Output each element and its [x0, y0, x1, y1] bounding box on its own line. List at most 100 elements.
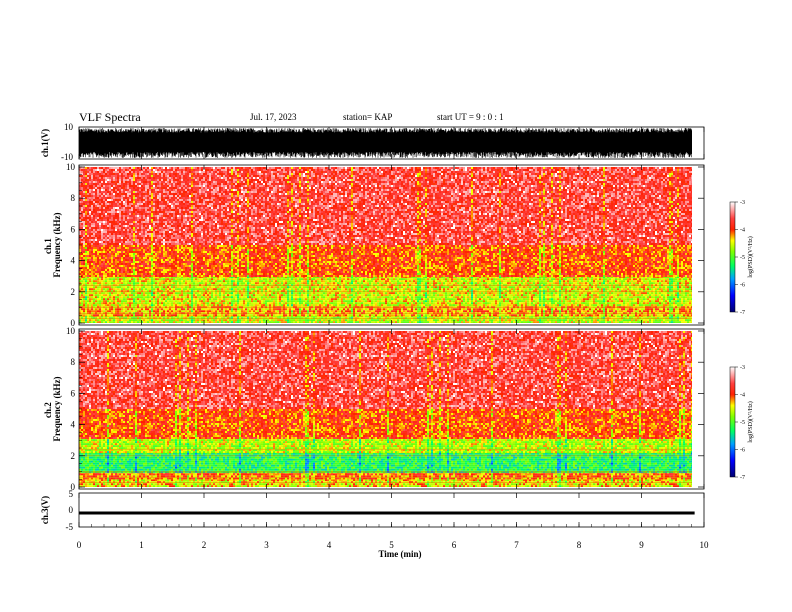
spectrogram-cell: [97, 269, 99, 271]
spectrogram-cell: [103, 187, 105, 189]
spectrogram-cell: [85, 263, 87, 265]
ch1-waveform-trace: [79, 128, 695, 158]
spectrogram-cell: [101, 169, 103, 171]
spectrogram-cell: [105, 219, 107, 221]
spectrogram-cell: [101, 302, 103, 304]
spectrogram-cell: [89, 195, 91, 197]
spectrogram-cell: [99, 177, 101, 179]
spectrogram-cell: [87, 292, 89, 294]
spectrogram-cell: [91, 221, 93, 223]
spectrogram-cell: [109, 201, 111, 203]
spectrogram-cell: [105, 298, 107, 300]
spectrogram-cell: [87, 229, 89, 231]
spectrogram-cell: [105, 319, 107, 321]
spectrogram-cell: [97, 225, 99, 227]
spectrogram-cell: [95, 223, 97, 225]
vlf-spectra-figure: 10 -10 ch.1(V) 0246810 ch.1 Frequency (k…: [0, 0, 792, 612]
spectrogram-cell: [87, 191, 89, 193]
spectrogram-cell: [87, 215, 89, 217]
spectrogram-cell: [89, 183, 91, 185]
spectrogram-cell: [93, 177, 95, 179]
spectrogram-cell: [99, 269, 101, 271]
spectrogram-cell: [83, 221, 85, 223]
spectrogram-cell: [103, 215, 105, 217]
spectrogram-cell: [93, 239, 95, 241]
spectrogram-cell: [103, 177, 105, 179]
spectrogram-cell: [99, 197, 101, 199]
spectrogram-cell: [87, 286, 89, 288]
spectrogram-cell: [101, 292, 103, 294]
spectrogram-cell: [109, 177, 111, 179]
spectrogram-cell: [81, 312, 83, 314]
spectrogram-cell: [105, 217, 107, 219]
spectrogram-cell: [101, 241, 103, 243]
spectrogram-cell: [91, 227, 93, 229]
spectrogram-cell: [95, 219, 97, 221]
spectrogram-cell: [95, 308, 97, 310]
spectrogram-cell: [93, 217, 95, 219]
spectrogram-cell: [109, 261, 111, 263]
spectrogram-cell: [81, 223, 83, 225]
spectrogram-cell: [97, 237, 99, 239]
spectrogram-cell: [87, 249, 89, 251]
spectrogram-cell: [111, 286, 113, 288]
spectrogram-cell: [87, 231, 89, 233]
spectrogram-cell: [83, 286, 85, 288]
spectrogram-cell: [91, 177, 93, 179]
spectrogram-cell: [93, 243, 95, 245]
spectrogram-cell: [93, 229, 95, 231]
spectrogram-cell: [103, 211, 105, 213]
spectrogram-cell: [85, 273, 87, 275]
spectrogram-cell: [85, 203, 87, 205]
spectrogram-cell: [81, 273, 83, 275]
spectrogram-cell: [83, 294, 85, 296]
spectrogram-cell: [101, 205, 103, 207]
spectrogram-cell: [109, 257, 111, 259]
spectrogram-cell: [97, 239, 99, 241]
spectrogram-cell: [99, 237, 101, 239]
spectrogram-cell: [109, 187, 111, 189]
spectrogram-cell: [105, 304, 107, 306]
spectrogram-cell: [89, 167, 91, 169]
spectrogram-cell: [81, 219, 83, 221]
spectrogram-cell: [107, 251, 109, 253]
spectrogram-cell: [87, 177, 89, 179]
spectrogram-cell: [81, 193, 83, 195]
spectrogram-cell: [83, 193, 85, 195]
spectrogram-cell: [101, 269, 103, 271]
spectrogram-cell: [97, 253, 99, 255]
spectrogram-cell: [95, 255, 97, 257]
spectrogram-cell: [97, 187, 99, 189]
spectrogram-cell: [101, 223, 103, 225]
spectrogram-cell: [89, 314, 91, 316]
spectrogram-cell: [109, 302, 111, 304]
spectrogram-cell: [105, 207, 107, 209]
spectrogram-cell: [85, 257, 87, 259]
spectrogram-cell: [91, 193, 93, 195]
spectrogram-cell: [107, 239, 109, 241]
spectrogram-cell: [99, 245, 101, 247]
spectrogram-cell: [105, 193, 107, 195]
spectrogram-cell: [97, 310, 99, 312]
spectrogram-cell: [83, 269, 85, 271]
spectrogram-cell: [97, 273, 99, 275]
spectrogram-cell: [83, 319, 85, 321]
spectrogram-cell: [109, 255, 111, 257]
spectrogram-cell: [93, 278, 95, 280]
spectrogram-cell: [95, 251, 97, 253]
spectrogram-cell: [103, 199, 105, 201]
spectrogram-cell: [97, 209, 99, 211]
spectrogram-cell: [101, 211, 103, 213]
spectrogram-cell: [95, 300, 97, 302]
spectrogram-cell: [103, 321, 105, 323]
spectrogram-cell: [89, 205, 91, 207]
spectrogram-cell: [105, 201, 107, 203]
spectrogram-cell: [91, 235, 93, 237]
spectrogram-cell: [101, 243, 103, 245]
spectrogram-cell: [107, 312, 109, 314]
spectrogram-cell: [81, 211, 83, 213]
spectrogram-cell: [107, 203, 109, 205]
spectrogram-cell: [103, 189, 105, 191]
spectrogram-cell: [105, 288, 107, 290]
spectrogram-cell: [97, 278, 99, 280]
